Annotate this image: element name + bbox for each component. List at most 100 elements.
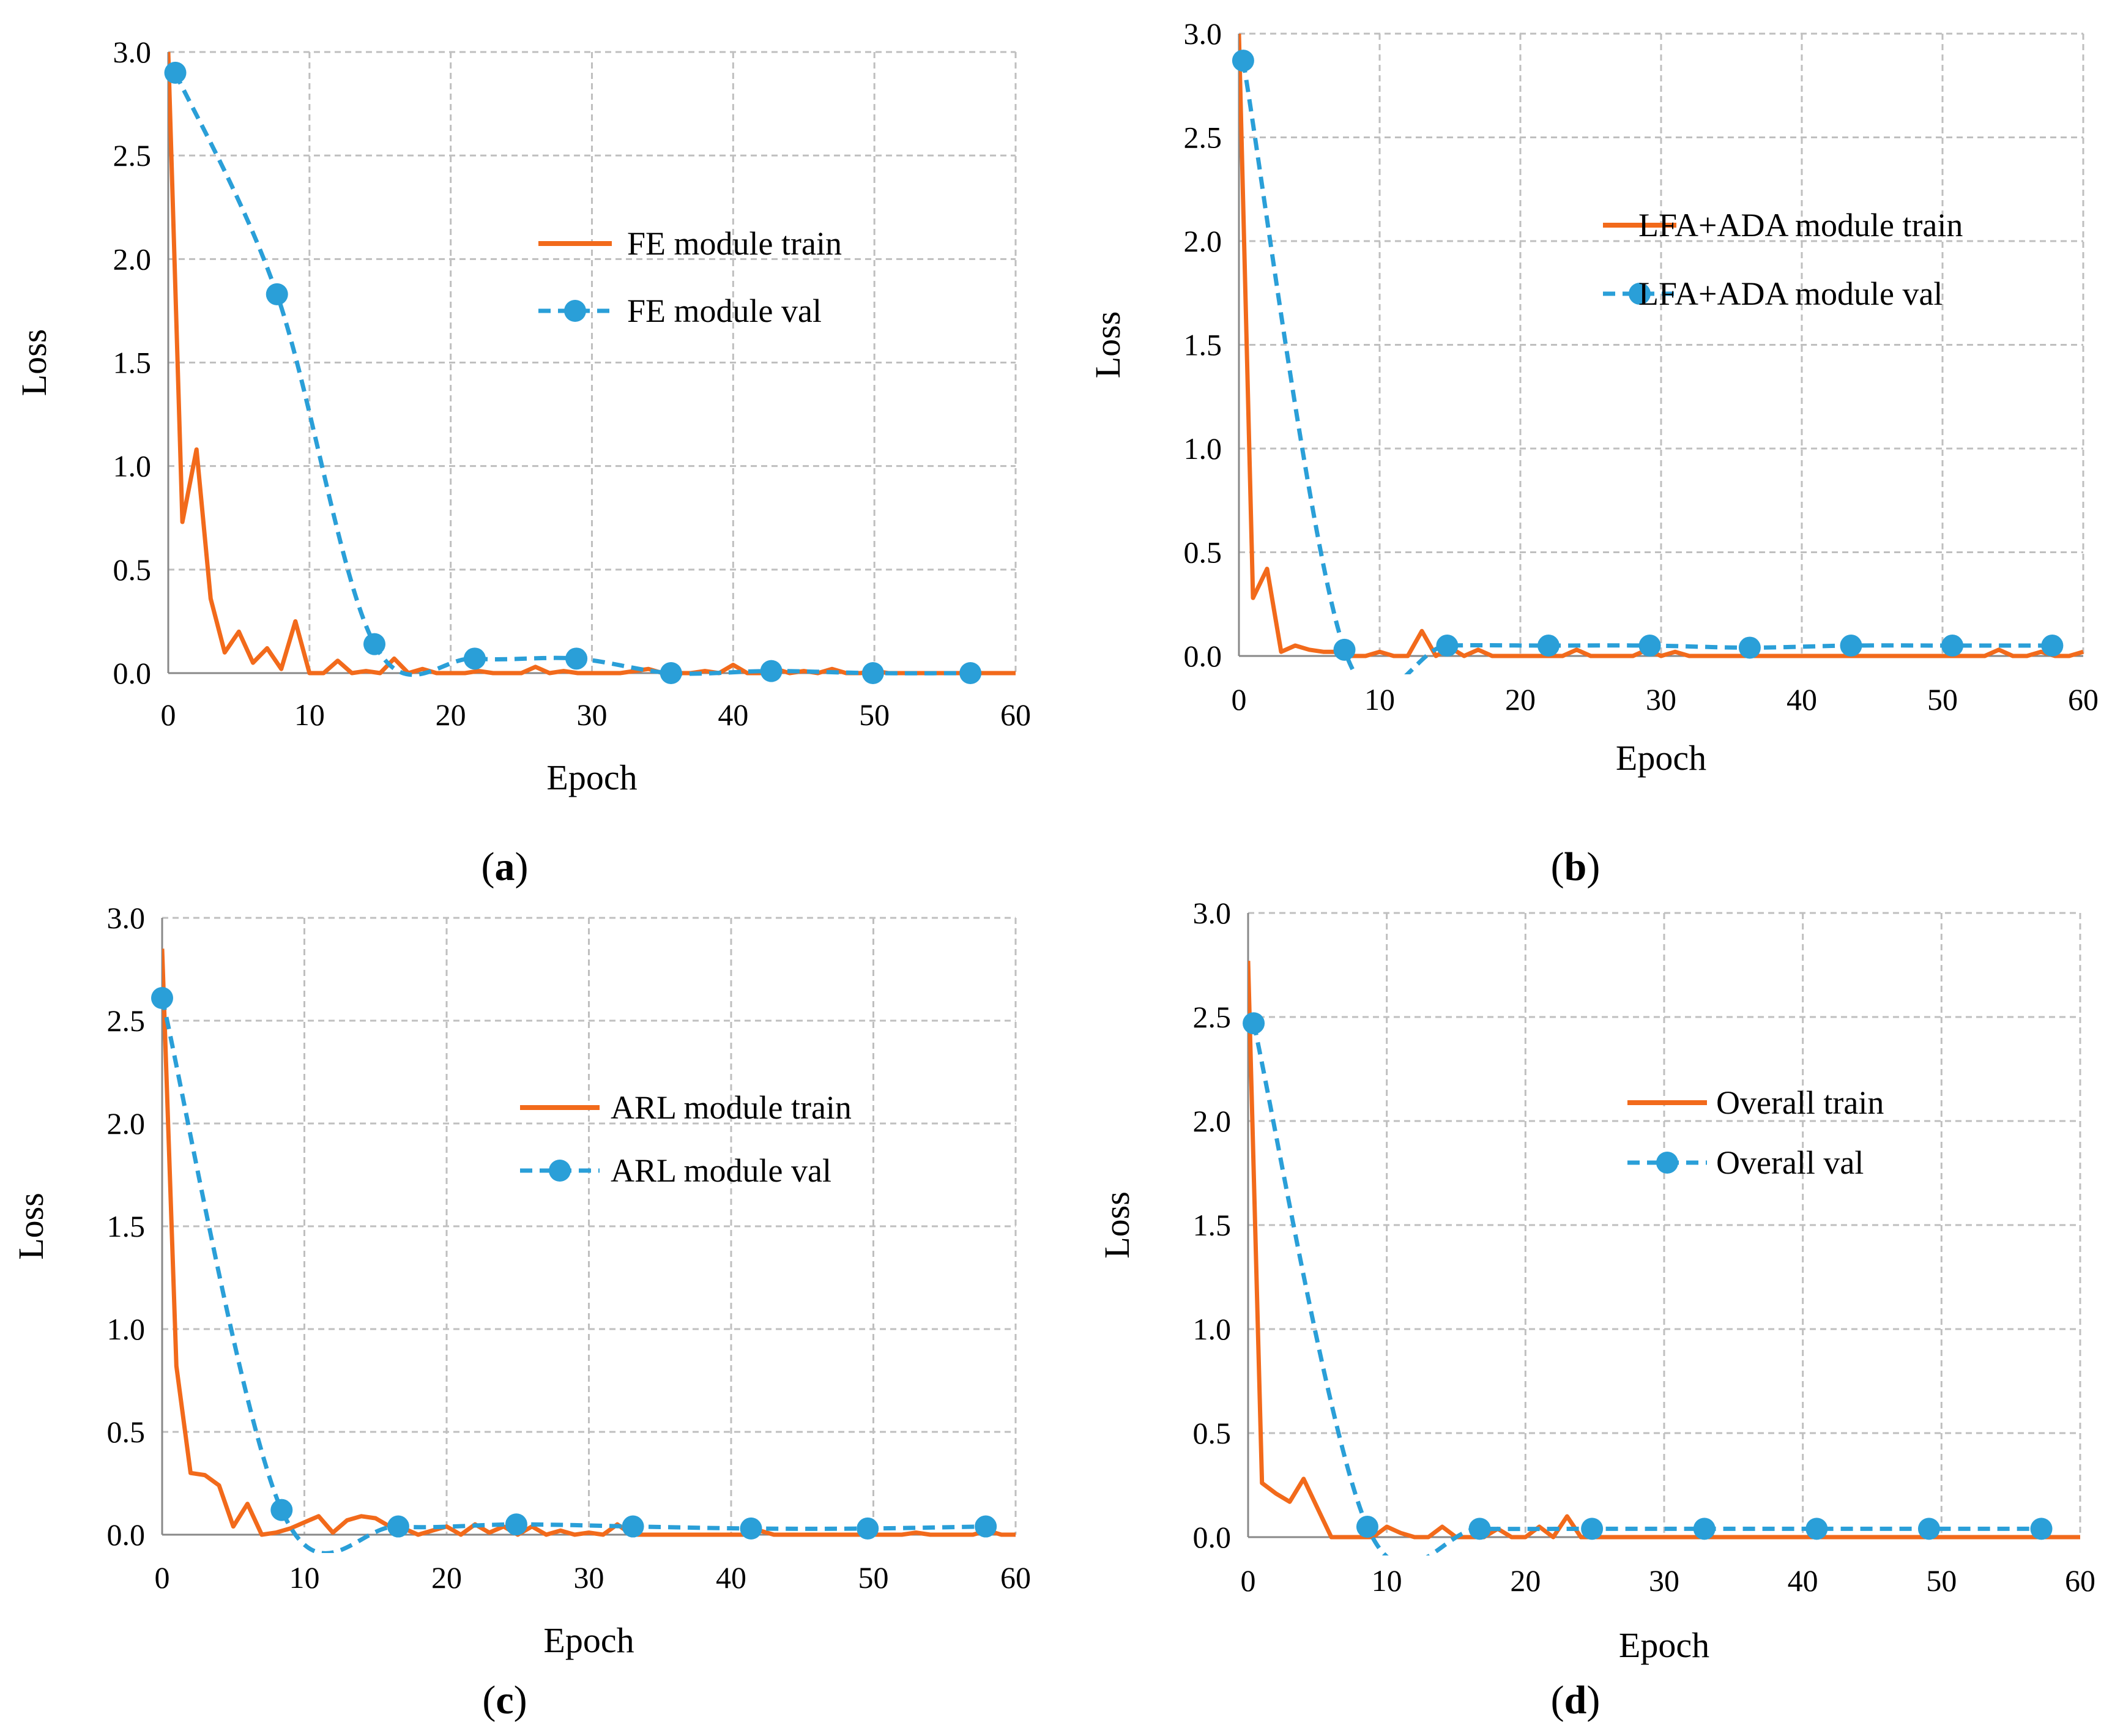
legend-train-label: ARL module train [611, 1089, 852, 1126]
val-loss-line [173, 72, 971, 677]
panel-c: 0 10 20 30 40 50 60 0.0 0.5 1.0 1.5 2.0 2.5 3.0 Epoch L… [11, 901, 1031, 1660]
y-tick-label: 0.0 [1184, 639, 1222, 673]
val-loss-point [1638, 635, 1661, 657]
y-tick-label: 1.5 [107, 1209, 146, 1243]
y-axis-title: Loss [14, 329, 54, 397]
x-tick-label: 20 [431, 1560, 462, 1595]
x-tick-label: 40 [718, 698, 748, 732]
y-tick-label: 2.0 [1184, 224, 1222, 258]
x-tick-label: 60 [1000, 698, 1031, 732]
val-loss-point [1537, 635, 1560, 657]
x-tick-label: 20 [1505, 682, 1536, 717]
x-tick-label: 50 [1926, 1563, 1957, 1598]
x-tick-label: 40 [716, 1560, 746, 1595]
y-tick-label: 0.5 [113, 553, 152, 587]
x-tick-label: 60 [2065, 1563, 2095, 1598]
val-loss-point [1805, 1518, 1828, 1540]
legend-val-label: FE module val [627, 292, 822, 329]
x-tick-label: 40 [1788, 1563, 1818, 1598]
y-tick-label: 1.5 [113, 346, 152, 380]
y-tick-label: 1.5 [1193, 1208, 1232, 1242]
x-axis-title: Epoch [1619, 1625, 1709, 1665]
y-tick-label: 3.0 [1184, 17, 1222, 51]
y-tick-label: 2.0 [113, 242, 152, 276]
val-loss-point [959, 662, 982, 684]
x-tick-label: 10 [289, 1560, 320, 1595]
x-tick-label: 10 [1364, 682, 1395, 717]
x-tick-label: 0 [155, 1560, 170, 1595]
val-loss-line [1251, 1023, 2042, 1555]
x-axis-title: Epoch [546, 758, 637, 797]
panel-d: 0 10 20 30 40 50 60 0.0 0.5 1.0 1.5 2.0 2.5 3.0 Epoch L… [1097, 896, 2095, 1665]
caption-b: (b) [1551, 844, 1601, 889]
x-tick-label: 0 [1241, 1563, 1256, 1598]
x-tick-label: 30 [1649, 1563, 1679, 1598]
val-loss-point [1243, 1012, 1265, 1035]
val-loss-point [1693, 1518, 1716, 1540]
y-tick-label: 2.5 [1193, 1000, 1232, 1034]
y-tick-label: 1.0 [1184, 431, 1222, 466]
y-tick-label: 0.0 [1193, 1520, 1232, 1554]
y-axis-title: Loss [1088, 311, 1128, 379]
y-tick-label: 1.0 [107, 1312, 146, 1346]
y-tick-label: 3.0 [107, 901, 146, 935]
y-tick-label: 1.0 [1193, 1312, 1232, 1346]
y-tick-label: 3.0 [113, 35, 152, 69]
val-loss-point [740, 1517, 762, 1540]
val-loss-point [2030, 1518, 2053, 1540]
x-tick-label: 10 [294, 698, 325, 732]
x-axis-title: Epoch [543, 1620, 634, 1660]
val-loss-point [975, 1515, 997, 1538]
y-tick-label: 0.0 [113, 656, 152, 690]
legend-val-label: LFA+ADA module val [1638, 275, 1943, 312]
x-tick-label: 60 [1000, 1560, 1031, 1595]
y-tick-label: 0.5 [1193, 1416, 1232, 1450]
val-loss-point [151, 987, 173, 1010]
train-loss-line [1239, 33, 2084, 658]
x-tick-label: 50 [858, 1560, 889, 1595]
x-tick-label: 30 [1646, 682, 1676, 717]
x-tick-label: 30 [574, 1560, 604, 1595]
panel-b: 0 10 20 30 40 50 60 0.0 0.5 1.0 1.5 2.0 2.5 3.0 Epoch L… [1088, 17, 2099, 778]
val-loss-point [565, 647, 588, 670]
val-loss-point [2041, 635, 2064, 657]
train-loss-line [1248, 961, 2080, 1540]
x-axis-title: Epoch [1616, 738, 1706, 778]
val-loss-point [505, 1513, 527, 1536]
val-loss-point [1333, 638, 1356, 661]
val-loss-point [1941, 635, 1964, 657]
x-tick-label: 30 [577, 698, 608, 732]
val-loss-point [622, 1515, 644, 1538]
val-loss-point [1468, 1518, 1491, 1540]
val-loss-point [463, 647, 486, 670]
val-loss-point [266, 283, 288, 305]
val-loss-point [164, 61, 187, 84]
x-tick-label: 60 [2068, 682, 2099, 717]
panel-a: 0 10 20 30 40 50 60 0.0 0.5 1.0 1.5 2.0 2.5 3.0 Epoch L… [14, 35, 1031, 797]
legend-train-label: FE module train [627, 225, 842, 262]
x-tick-label: 50 [859, 698, 890, 732]
y-tick-label: 2.5 [1184, 121, 1222, 155]
y-tick-label: 2.0 [1193, 1104, 1232, 1138]
y-tick-label: 0.5 [1184, 535, 1222, 570]
val-loss-point [861, 662, 884, 684]
val-loss-point [363, 633, 386, 655]
legend-val-marker [1629, 283, 1651, 305]
val-loss-point [270, 1499, 293, 1521]
val-loss-point [1917, 1518, 1940, 1540]
y-tick-label: 2.5 [113, 138, 152, 173]
x-tick-label: 40 [1787, 682, 1817, 717]
caption-a: (a) [481, 844, 529, 889]
y-tick-label: 2.5 [107, 1004, 146, 1038]
val-loss-point [1232, 50, 1254, 72]
legend-val-label: ARL module val [611, 1152, 831, 1189]
val-loss-point [660, 662, 682, 684]
y-tick-label: 1.5 [1184, 328, 1222, 362]
y-axis-title: Loss [1097, 1191, 1137, 1259]
x-tick-label: 0 [161, 698, 176, 732]
val-loss-point [1840, 635, 1862, 657]
y-tick-label: 3.0 [1193, 896, 1232, 930]
y-tick-label: 0.0 [107, 1518, 146, 1552]
val-loss-point [1356, 1516, 1378, 1538]
